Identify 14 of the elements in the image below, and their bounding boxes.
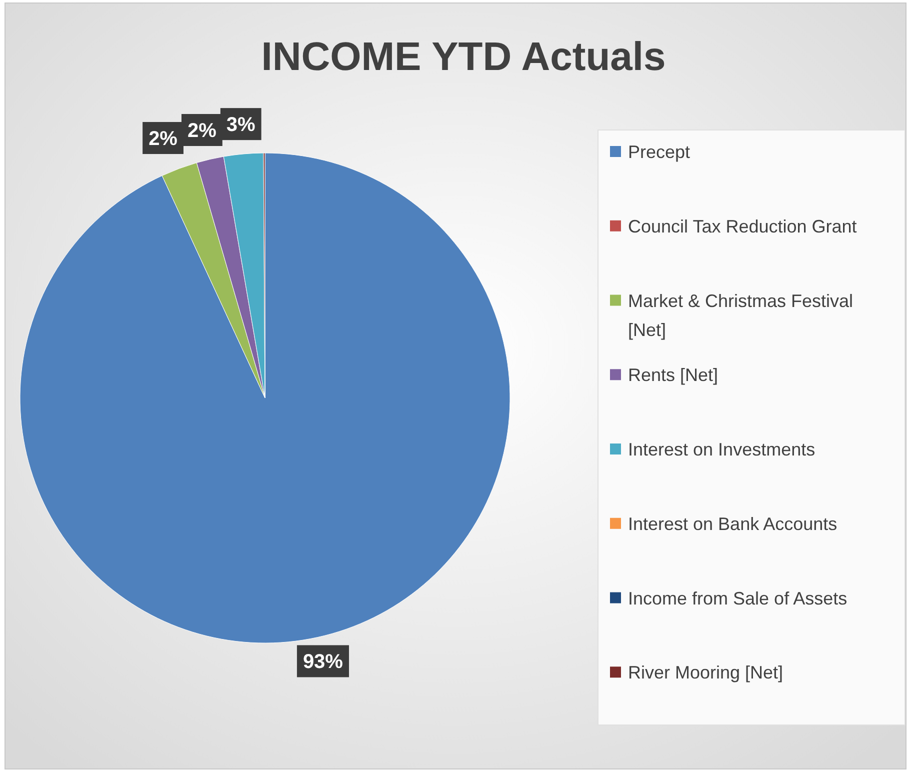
legend-label: Income from Sale of Assets xyxy=(628,588,848,608)
legend-label: Market & Christmas Festival [Net] xyxy=(628,290,854,340)
legend-label: River Mooring [Net] xyxy=(628,662,784,683)
pie-slice xyxy=(20,152,510,644)
chart-title: INCOME YTD Actuals xyxy=(261,35,666,79)
legend-label: Interest on Bank Accounts xyxy=(628,514,838,534)
data-label: 2% xyxy=(187,120,217,142)
legend-label: Precept xyxy=(628,142,690,162)
legend-label: Rents [Net] xyxy=(628,365,718,386)
data-label: 93% xyxy=(302,651,344,674)
data-label: 3% xyxy=(226,114,256,136)
legend-label: Council Tax Reduction Grant xyxy=(628,216,857,236)
legend-label: Interest on Investments xyxy=(628,440,816,460)
data-label: 2% xyxy=(148,128,178,150)
